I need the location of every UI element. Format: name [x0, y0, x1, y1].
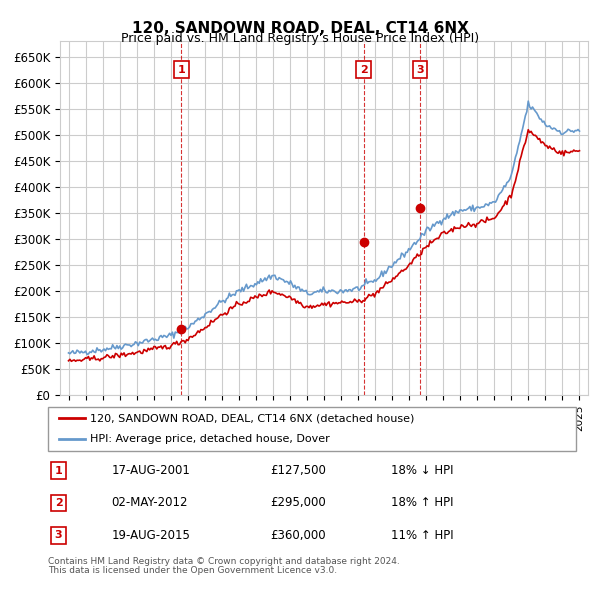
Text: 19-AUG-2015: 19-AUG-2015 [112, 529, 190, 542]
Text: 18% ↑ HPI: 18% ↑ HPI [391, 496, 454, 510]
Text: £127,500: £127,500 [270, 464, 326, 477]
Text: 17-AUG-2001: 17-AUG-2001 [112, 464, 190, 477]
Text: 1: 1 [178, 65, 185, 74]
Text: Contains HM Land Registry data © Crown copyright and database right 2024.: Contains HM Land Registry data © Crown c… [48, 558, 400, 566]
Text: This data is licensed under the Open Government Licence v3.0.: This data is licensed under the Open Gov… [48, 566, 337, 575]
Text: 120, SANDOWN ROAD, DEAL, CT14 6NX (detached house): 120, SANDOWN ROAD, DEAL, CT14 6NX (detac… [90, 413, 415, 423]
Text: HPI: Average price, detached house, Dover: HPI: Average price, detached house, Dove… [90, 434, 330, 444]
Text: 2: 2 [360, 65, 368, 74]
Text: 120, SANDOWN ROAD, DEAL, CT14 6NX: 120, SANDOWN ROAD, DEAL, CT14 6NX [131, 21, 469, 35]
Text: Price paid vs. HM Land Registry's House Price Index (HPI): Price paid vs. HM Land Registry's House … [121, 32, 479, 45]
Text: 2: 2 [55, 498, 62, 508]
Text: £295,000: £295,000 [270, 496, 326, 510]
Text: 11% ↑ HPI: 11% ↑ HPI [391, 529, 454, 542]
Text: 3: 3 [55, 530, 62, 540]
Text: 18% ↓ HPI: 18% ↓ HPI [391, 464, 454, 477]
Text: 3: 3 [416, 65, 424, 74]
Text: 02-MAY-2012: 02-MAY-2012 [112, 496, 188, 510]
Text: £360,000: £360,000 [270, 529, 325, 542]
Text: 1: 1 [55, 466, 62, 476]
FancyBboxPatch shape [48, 407, 576, 451]
